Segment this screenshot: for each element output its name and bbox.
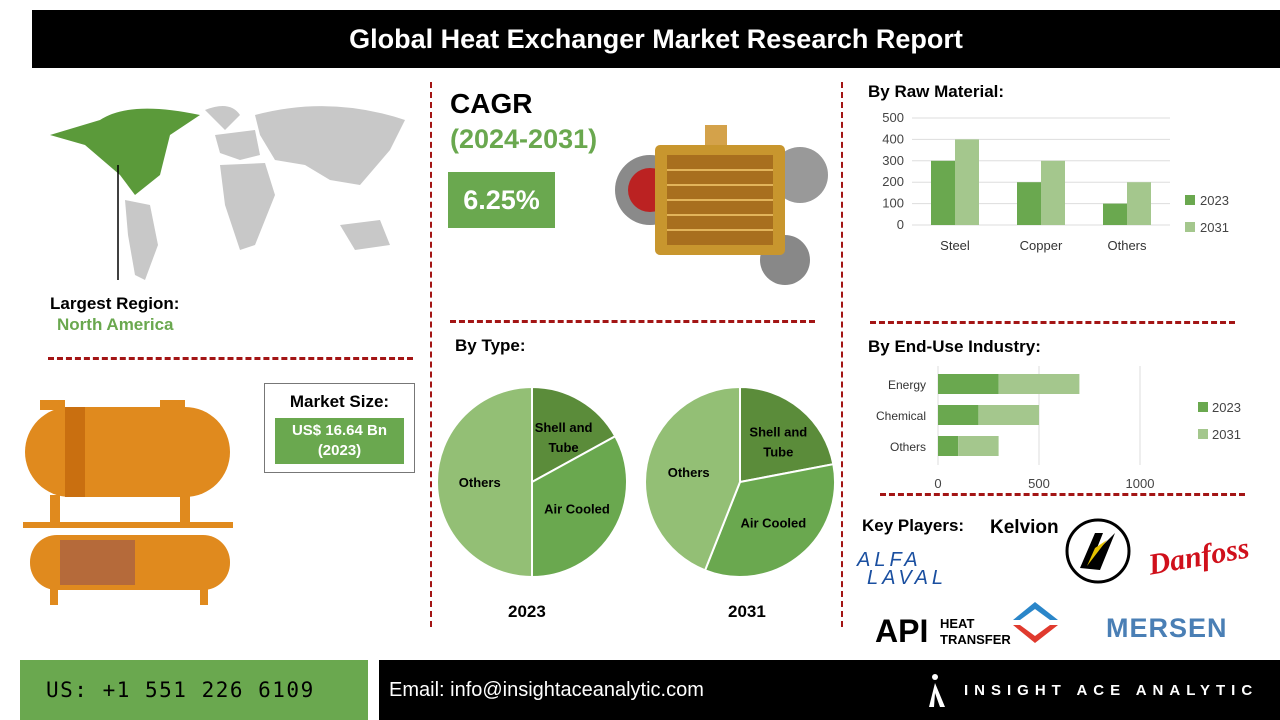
heat-exchanger-image bbox=[23, 400, 233, 605]
bar-others-2023 bbox=[938, 436, 959, 456]
bar-steel-2023 bbox=[931, 160, 955, 225]
pie-slice-label: Others bbox=[668, 465, 710, 480]
x-tick-label: 500 bbox=[1028, 476, 1050, 491]
legend-swatch bbox=[1198, 402, 1208, 412]
y-tick-label: Others bbox=[890, 440, 926, 454]
legend-label: 2031 bbox=[1212, 427, 1241, 442]
pie-slice-others bbox=[644, 385, 741, 572]
pie-slice-air-cooled bbox=[531, 434, 628, 579]
radiator-parts-image bbox=[615, 125, 828, 285]
pie-charts: Shell and Tube Air Cooled Others Shell and Tu… bbox=[436, 385, 836, 579]
x-tick-label: 1000 bbox=[1126, 476, 1155, 491]
legend-swatch bbox=[1198, 429, 1208, 439]
legend-label: 2031 bbox=[1200, 220, 1229, 235]
y-tick-label: Energy bbox=[888, 378, 926, 392]
footer-email[interactable]: Email: info@insightaceanalytic.com bbox=[389, 678, 704, 701]
market-size-label: Market Size: bbox=[289, 392, 390, 411]
legend-swatch bbox=[1185, 222, 1195, 232]
market-size-value: US$ 16.64 Bn bbox=[291, 422, 388, 439]
legend-label: 2023 bbox=[1200, 193, 1229, 208]
raw-material-chart: 0 100 200 300 400 500 Steel Copper Others 2023 203… bbox=[882, 110, 1229, 253]
raw-material-title: By Raw Material: bbox=[868, 82, 1005, 101]
divider bbox=[450, 320, 815, 323]
market-size-box: Market Size: US$ 16.64 Bn (2023) bbox=[264, 383, 415, 473]
bar-copper-2023 bbox=[1017, 182, 1041, 225]
y-tick-label: 400 bbox=[882, 131, 904, 146]
pie-slice-others bbox=[436, 385, 533, 579]
brand-logo-icon bbox=[927, 660, 947, 720]
pie-2023-label: 2023 bbox=[508, 602, 546, 621]
divider bbox=[430, 82, 432, 627]
svg-text:API: API bbox=[875, 613, 928, 649]
pie-slice-shell-and-tube bbox=[739, 385, 835, 484]
x-tick-label: Steel bbox=[940, 238, 970, 253]
footer-bar: Email: info@insightaceanalytic.com INSIG… bbox=[379, 660, 1280, 720]
pie-slice-shell-and-tube bbox=[531, 385, 617, 484]
bar-steel-2031 bbox=[955, 139, 979, 225]
logo-kelvion: Kelvion bbox=[990, 517, 1059, 538]
largest-region-value: North America bbox=[57, 315, 174, 334]
y-tick-label: 0 bbox=[897, 217, 904, 232]
end-use-title: By End-Use Industry: bbox=[868, 337, 1041, 356]
world-map bbox=[50, 106, 405, 280]
cagr-label: CAGR bbox=[450, 88, 533, 119]
pie-2031-label: 2031 bbox=[728, 602, 766, 621]
pie-slice-label: Tube bbox=[549, 440, 579, 455]
x-tick-label: 0 bbox=[934, 476, 941, 491]
divider bbox=[880, 493, 1245, 496]
pie-slice-label: Shell and bbox=[535, 420, 593, 435]
y-tick-label: 200 bbox=[882, 174, 904, 189]
svg-text:LAVAL: LAVAL bbox=[867, 567, 947, 588]
x-tick-label: Others bbox=[1107, 238, 1147, 253]
bar-chemical-2031 bbox=[978, 405, 1039, 425]
pie-slice-label: Tube bbox=[763, 445, 793, 460]
pie-slice-label: Others bbox=[459, 475, 501, 490]
cagr-period: (2024-2031) bbox=[450, 124, 598, 154]
cagr-value: 6.25% bbox=[448, 172, 555, 228]
svg-text:ALFA: ALFA bbox=[856, 549, 922, 571]
legend-swatch bbox=[1185, 195, 1195, 205]
bar-others-2031 bbox=[1127, 182, 1151, 225]
divider bbox=[841, 82, 843, 627]
y-tick-label: 500 bbox=[882, 110, 904, 125]
y-tick-label: 300 bbox=[882, 153, 904, 168]
bar-chemical-2023 bbox=[938, 405, 979, 425]
pie-slice-label: Shell and bbox=[749, 425, 807, 440]
pie-slice-label: Air Cooled bbox=[740, 515, 806, 530]
bar-others-2031 bbox=[958, 436, 999, 456]
bar-copper-2031 bbox=[1041, 160, 1065, 225]
bar-others-2023 bbox=[1103, 203, 1127, 225]
divider bbox=[48, 357, 413, 360]
logo-mersen: MERSEN bbox=[1106, 613, 1228, 643]
pie-slice-label: Air Cooled bbox=[544, 502, 610, 517]
key-players-label: Key Players: bbox=[862, 516, 965, 535]
bar-energy-2031 bbox=[998, 374, 1080, 394]
market-size-year: (2023) bbox=[317, 442, 362, 459]
svg-text:HEAT: HEAT bbox=[940, 616, 974, 631]
logo-emblem bbox=[1065, 518, 1131, 584]
y-tick-label: Chemical bbox=[876, 409, 926, 423]
end-use-chart: 0 500 1000 Energy Chemical Others 2023 2031 bbox=[876, 366, 1241, 491]
x-tick-label: Copper bbox=[1020, 238, 1063, 253]
largest-region-label: Largest Region: bbox=[50, 294, 180, 313]
svg-text:TRANSFER: TRANSFER bbox=[940, 632, 1011, 647]
logo-danfoss: Danfoss bbox=[1145, 531, 1252, 582]
divider bbox=[870, 321, 1235, 324]
bar-energy-2023 bbox=[938, 374, 999, 394]
pie-slice-air-cooled bbox=[703, 463, 836, 578]
y-tick-label: 100 bbox=[882, 196, 904, 211]
by-type-title: By Type: bbox=[455, 336, 526, 355]
footer-brand: INSIGHT ACE ANALYTIC bbox=[964, 681, 1259, 699]
footer-phone[interactable]: US: +1 551 226 6109 bbox=[20, 660, 368, 720]
report-title: Global Heat Exchanger Market Research Re… bbox=[32, 10, 1280, 68]
legend-label: 2023 bbox=[1212, 400, 1241, 415]
